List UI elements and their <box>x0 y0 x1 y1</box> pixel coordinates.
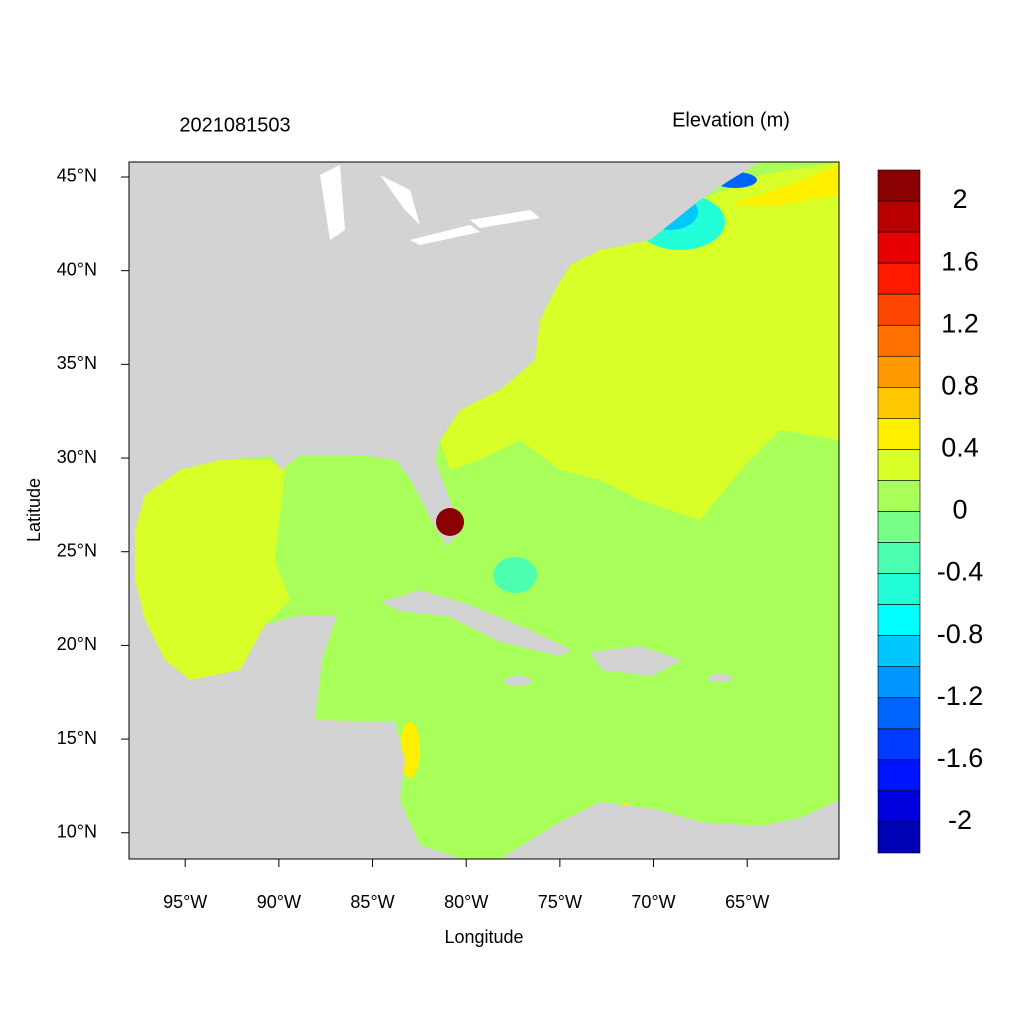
colorbar-box <box>877 293 921 326</box>
land <box>504 676 532 686</box>
colorbar-label: -1.2 <box>937 681 984 711</box>
land <box>500 800 839 859</box>
colorbar-label: 0 <box>952 495 967 525</box>
colorbar-box <box>877 262 921 295</box>
colorbar-box <box>877 790 921 823</box>
colorbar-box <box>877 169 921 202</box>
gulf-high <box>135 460 290 680</box>
y-tick-label: 40°N <box>57 259 97 279</box>
colorbar-box <box>877 387 921 419</box>
y-tick-label: 30°N <box>57 447 97 467</box>
colorbar-box <box>877 666 921 699</box>
colorbar-box <box>877 728 921 761</box>
y-axis-label: Latitude <box>24 478 44 542</box>
lake <box>470 210 540 228</box>
low-zone <box>493 557 537 593</box>
colorbar-box <box>877 604 921 636</box>
colorbar-label: -2 <box>948 805 972 835</box>
lake <box>320 165 345 240</box>
y-tick-label: 25°N <box>57 540 97 560</box>
x-tick-label: 90°W <box>257 892 301 912</box>
title-right: Elevation (m) <box>672 109 790 131</box>
title-left: 2021081503 <box>179 114 290 136</box>
colorbar-box <box>877 821 921 854</box>
y-tick-label: 15°N <box>57 728 97 748</box>
colorbar-box <box>877 418 921 450</box>
x-tick-label: 65°W <box>725 892 769 912</box>
colorbar-box <box>877 511 921 543</box>
colorbar-box <box>877 573 921 605</box>
colorbar-box <box>877 759 921 792</box>
colorbar-label: 0.4 <box>941 433 979 463</box>
y-tick-label: 45°N <box>57 166 97 186</box>
lake <box>380 175 420 225</box>
land <box>708 674 732 682</box>
x-axis-label: Longitude <box>444 927 523 947</box>
y-tick-label: 35°N <box>57 353 97 373</box>
colorbar-box <box>877 635 921 668</box>
colorbar-label: 1.6 <box>941 246 979 276</box>
land <box>590 646 682 676</box>
colorbar-box <box>877 355 921 388</box>
colorbar-box <box>877 542 921 574</box>
colorbar-box <box>877 231 921 264</box>
land <box>380 590 572 656</box>
colorbar-box <box>877 324 921 357</box>
map-field <box>129 162 839 859</box>
colorbar-box <box>877 480 921 512</box>
x-tick-label: 80°W <box>444 892 488 912</box>
x-tick-label: 70°W <box>631 892 675 912</box>
colorbar-box <box>877 449 921 481</box>
colorbar-box <box>877 200 921 233</box>
high-zone <box>436 508 464 536</box>
atlantic-high <box>440 162 839 520</box>
y-tick-label: 10°N <box>57 822 97 842</box>
x-tick-label: 75°W <box>538 892 582 912</box>
high-zone <box>730 165 839 205</box>
x-tick-label: 95°W <box>163 892 207 912</box>
plot-frame <box>128 161 840 860</box>
high-zone <box>400 722 420 778</box>
colorbar-label: -0.8 <box>937 619 984 649</box>
x-tick-label: 85°W <box>350 892 394 912</box>
colorbar-box <box>877 697 921 730</box>
lake <box>410 225 480 245</box>
colorbar-label: 0.8 <box>941 370 979 400</box>
colorbar-label: 1.2 <box>941 308 979 338</box>
colorbar-label: 2 <box>952 184 967 214</box>
y-tick-label: 20°N <box>57 634 97 654</box>
colorbar-label: -1.6 <box>937 743 984 773</box>
colorbar-label: -0.4 <box>937 557 984 587</box>
